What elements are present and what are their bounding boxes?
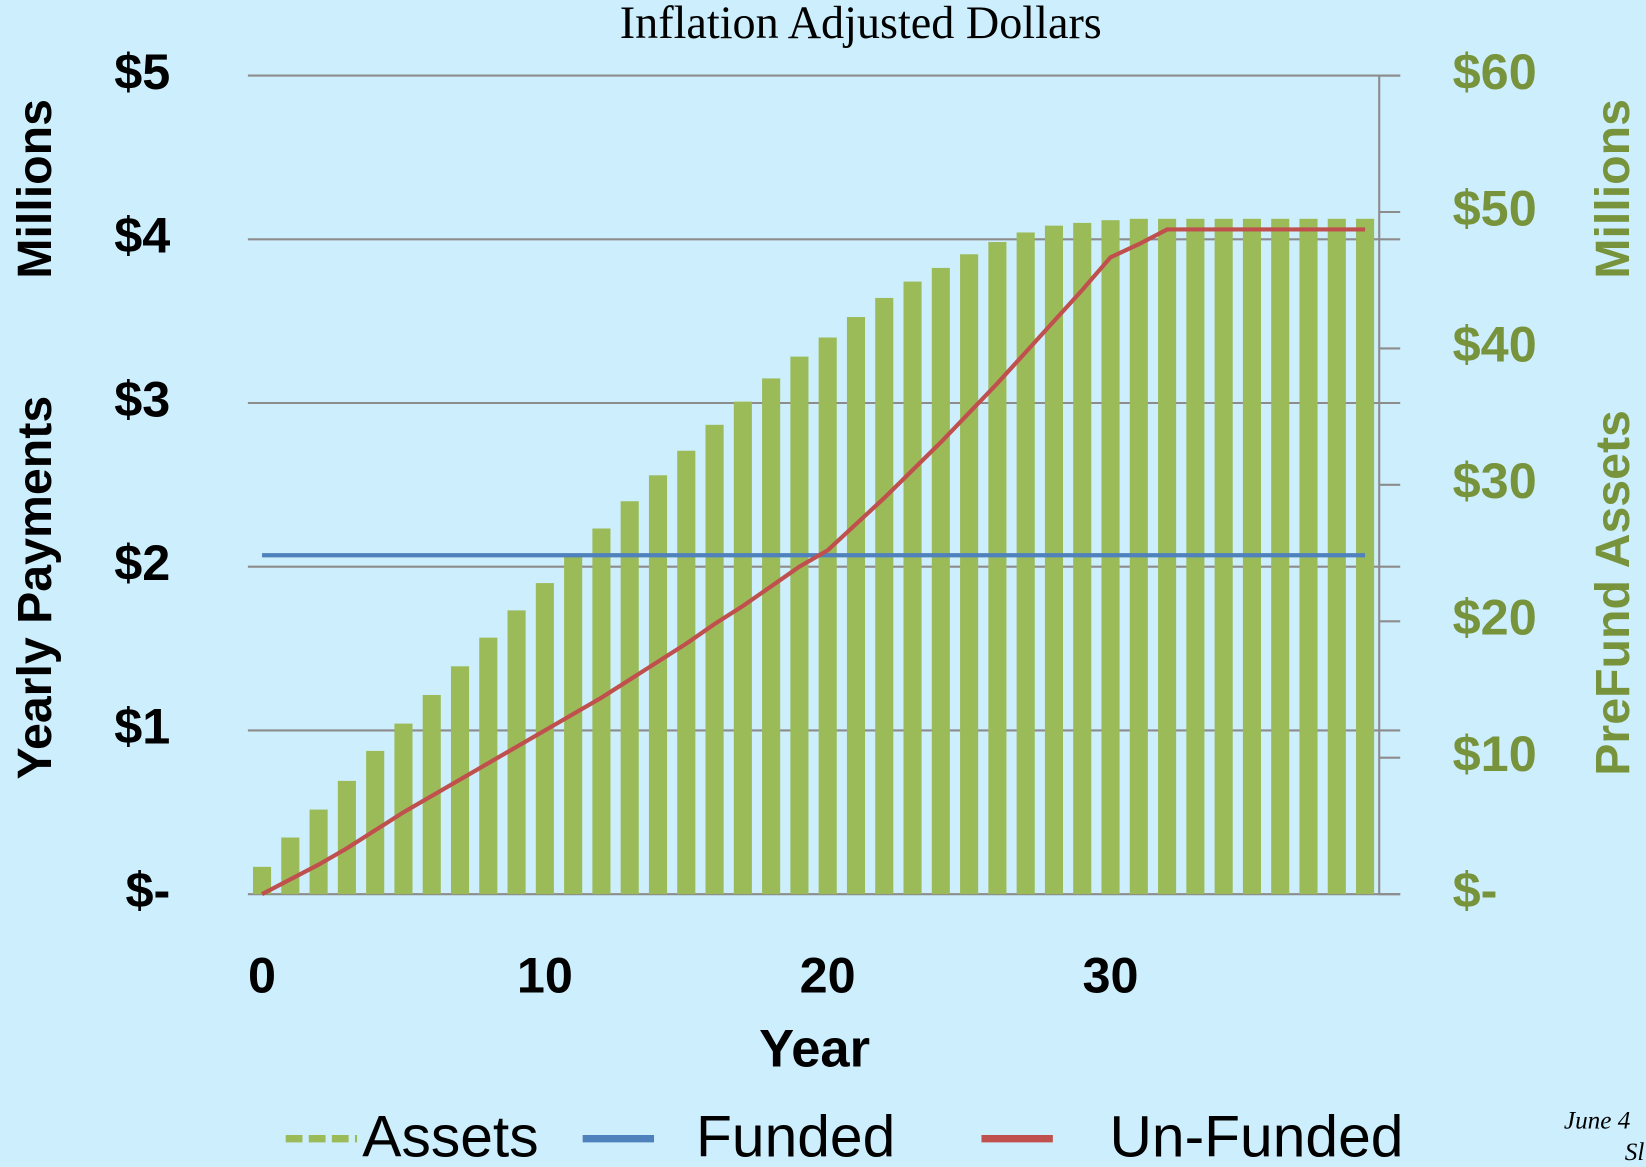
legend-label: Assets: [362, 1104, 538, 1167]
y-axis-unit: Millions: [8, 99, 62, 279]
y-tick-label: $1: [114, 698, 170, 755]
y-tick-label: $5: [114, 43, 170, 100]
bar: [931, 267, 950, 895]
y2-tick-label: $50: [1453, 179, 1537, 236]
x-tick-label: 0: [248, 946, 276, 1003]
y2-tick-label: $60: [1453, 43, 1537, 100]
bar: [592, 528, 611, 895]
y2-tick-label: $30: [1453, 452, 1537, 509]
y2-axis-label: PreFund Assets: [1586, 410, 1640, 776]
bar: [309, 809, 328, 895]
y2-axis-unit: Millions: [1586, 99, 1640, 279]
y2-tick-label: $-: [1453, 861, 1498, 918]
bar: [620, 501, 639, 895]
y-tick-label: $4: [114, 207, 170, 264]
x-tick-label: 20: [800, 946, 856, 1003]
bar: [648, 475, 668, 895]
bar: [818, 337, 837, 895]
x-tick-label: 10: [517, 946, 573, 1003]
y2-tick-label: $10: [1453, 725, 1537, 782]
x-tick-label: 30: [1083, 946, 1139, 1003]
bar: [564, 555, 583, 895]
bar: [988, 242, 1007, 895]
bar: [960, 254, 979, 895]
bar: [394, 723, 413, 895]
y-axis-label: Yearly Payments: [8, 396, 62, 780]
annotation: June 4: [1564, 1108, 1631, 1135]
bar: [337, 780, 356, 895]
bar: [846, 317, 866, 895]
y-tick-label: $-: [125, 861, 170, 918]
y-tick-label: $3: [114, 370, 170, 427]
bar: [1073, 222, 1092, 895]
bar: [1044, 225, 1064, 895]
chart-title: Inflation Adjusted Dollars: [620, 0, 1102, 48]
x-axis-label: Year: [759, 1020, 870, 1078]
legend-label: Funded: [696, 1104, 895, 1167]
bar: [535, 583, 554, 895]
bar: [903, 281, 922, 895]
legend-label: Un-Funded: [1110, 1104, 1404, 1167]
bar: [479, 637, 498, 895]
bar: [762, 378, 781, 895]
bar: [733, 401, 752, 895]
y2-tick-label: $20: [1453, 589, 1537, 646]
line: [261, 227, 1366, 897]
bar: [507, 610, 526, 895]
bar: [677, 450, 696, 895]
bar: [875, 297, 894, 895]
y-tick-label: $2: [114, 534, 170, 591]
annotation: Sl: [1625, 1139, 1645, 1166]
bar: [790, 356, 809, 895]
bar: [281, 837, 300, 895]
bar: [366, 750, 385, 895]
bar: [1016, 232, 1035, 895]
y2-tick-label: $40: [1453, 316, 1537, 373]
bar: [705, 424, 724, 895]
bar: [252, 866, 272, 895]
